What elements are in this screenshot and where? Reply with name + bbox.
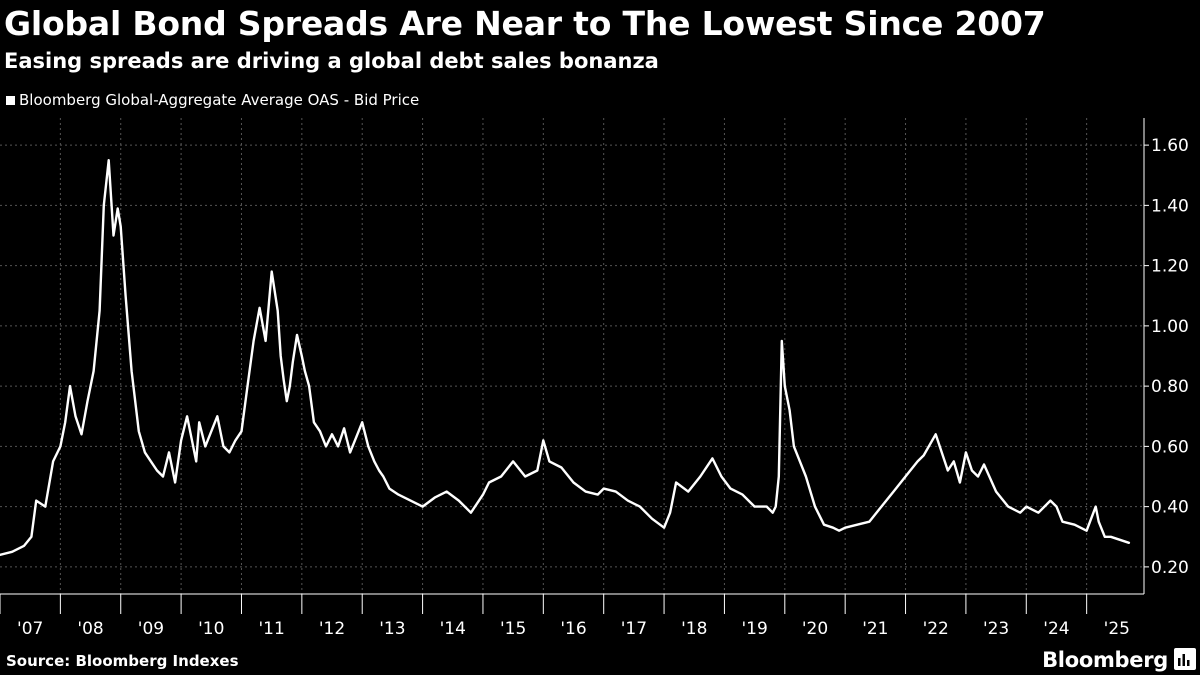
y-tick-label: 0.40 bbox=[1151, 498, 1189, 518]
x-tick-label: '22 bbox=[923, 619, 949, 639]
y-tick-label: 0.20 bbox=[1151, 558, 1189, 578]
x-tick-label: '13 bbox=[379, 619, 405, 639]
y-tick-label: 0.80 bbox=[1151, 377, 1189, 397]
chart-title: Global Bond Spreads Are Near to The Lowe… bbox=[4, 4, 1046, 43]
series-line bbox=[0, 159, 1131, 556]
source-note: Source: Bloomberg Indexes bbox=[6, 652, 239, 670]
x-tick-label: '17 bbox=[621, 619, 647, 639]
y-tick-label: 1.00 bbox=[1151, 317, 1189, 337]
chart-subtitle: Easing spreads are driving a global debt… bbox=[4, 49, 659, 73]
x-tick-label: '15 bbox=[500, 619, 526, 639]
x-tick-label: '23 bbox=[983, 619, 1009, 639]
line-chart: 0.20 0.40 0.60 0.80 1.00 1.20 1.40 1.60 '07 '08 '0… bbox=[0, 118, 1189, 639]
bloomberg-chart-icon bbox=[1174, 648, 1196, 670]
x-tick-label: '11 bbox=[259, 619, 285, 639]
x-tick-label: '09 bbox=[138, 619, 164, 639]
x-tick-label: '24 bbox=[1043, 619, 1069, 639]
bloomberg-logo: Bloomberg bbox=[1042, 648, 1168, 672]
x-tick-label: '08 bbox=[77, 619, 103, 639]
x-tick-label: '19 bbox=[741, 619, 767, 639]
x-tick-label: '07 bbox=[17, 619, 43, 639]
y-tick-label: 1.40 bbox=[1151, 196, 1189, 216]
x-tick-label: '10 bbox=[198, 619, 224, 639]
x-tick-label: '21 bbox=[862, 619, 888, 639]
chart-legend: Bloomberg Global-Aggregate Average OAS -… bbox=[6, 90, 419, 110]
y-tick-label: 0.60 bbox=[1151, 437, 1189, 457]
legend-swatch-icon bbox=[6, 95, 15, 105]
y-tick-label: 1.20 bbox=[1151, 257, 1189, 277]
x-tick-label: '18 bbox=[681, 619, 707, 639]
legend-label: Bloomberg Global-Aggregate Average OAS -… bbox=[19, 91, 420, 109]
x-tick-label: '20 bbox=[802, 619, 828, 639]
x-tick-label: '12 bbox=[319, 619, 345, 639]
x-tick-label: '25 bbox=[1104, 619, 1130, 639]
x-tick-label: '16 bbox=[560, 619, 586, 639]
y-tick-label: 1.60 bbox=[1151, 136, 1189, 156]
x-tick-label: '14 bbox=[440, 619, 466, 639]
